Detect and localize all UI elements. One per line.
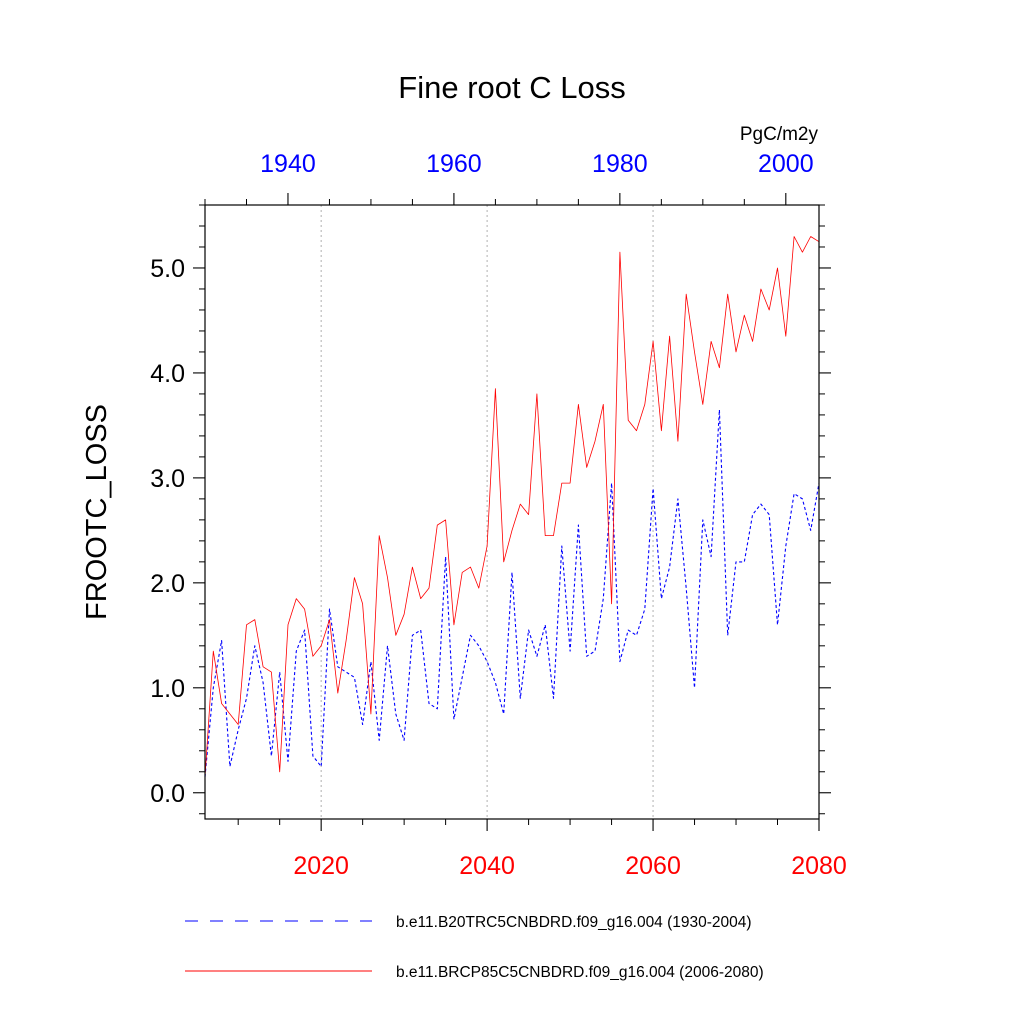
grid-lines [320, 205, 654, 819]
y-tick-label: 4.0 [150, 360, 185, 388]
y-tick-label: 3.0 [150, 465, 185, 493]
series-line-1 [204, 409, 820, 778]
legend: b.e11.B20TRC5CNBDRD.f09_g16.004 (1930-20… [185, 914, 764, 981]
top-tick-label: 1960 [426, 150, 482, 178]
y-tick-label: 5.0 [150, 255, 185, 283]
y-tick-label: 2.0 [150, 570, 185, 598]
y-axis-label: FROOTC_LOSS [81, 404, 113, 620]
top-tick-label: 1980 [592, 150, 648, 178]
legend-label-2: b.e11.BRCP85C5CNBDRD.f09_g16.004 (2006-2… [396, 964, 764, 981]
axis-layer: 0.0 1.0 2.0 3.0 4.0 5.0 2020 2040 2060 2080 1940 19… [150, 150, 847, 880]
bottom-tick-label: 2060 [625, 852, 681, 880]
bottom-tick-label: 2020 [293, 852, 349, 880]
y-tick-label: 1.0 [150, 675, 185, 703]
bottom-tick-label: 2040 [459, 852, 515, 880]
bottom-tick-label: 2080 [791, 852, 847, 880]
y-tick-label: 0.0 [150, 780, 185, 808]
chart-title: Fine root C Loss [398, 70, 625, 105]
plot-frame [204, 204, 820, 820]
legend-label-1: b.e11.B20TRC5CNBDRD.f09_g16.004 (1930-20… [396, 914, 752, 931]
top-tick-label: 1940 [260, 150, 316, 178]
series-line-2 [204, 236, 820, 778]
top-tick-label: 2000 [758, 150, 814, 178]
units-label: PgC/m2y [740, 124, 819, 145]
series-layer [204, 236, 820, 778]
